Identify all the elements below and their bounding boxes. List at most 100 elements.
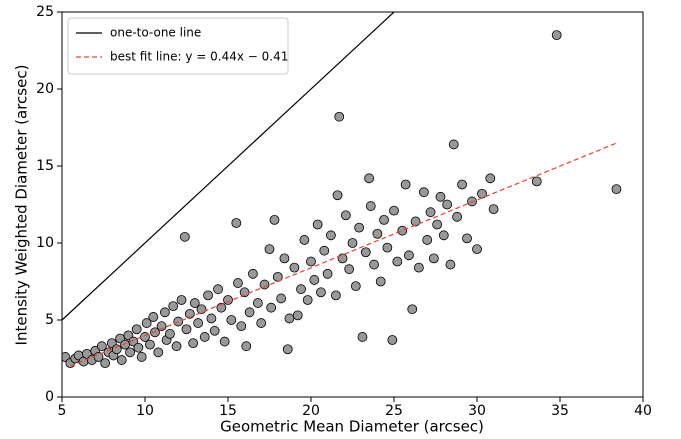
y-tick-label: 20 — [36, 81, 54, 97]
point — [306, 256, 316, 267]
point — [316, 287, 326, 298]
point — [364, 173, 375, 184]
point — [357, 332, 368, 342]
y-tick-label: 0 — [45, 389, 54, 405]
point — [219, 336, 230, 347]
point — [196, 304, 207, 315]
point — [199, 332, 210, 342]
point — [284, 313, 295, 324]
point — [269, 214, 280, 225]
point — [181, 324, 192, 335]
plot-frame — [61, 11, 644, 398]
x-tick-label: 25 — [385, 403, 403, 419]
legend-label: one-to-one line — [110, 26, 201, 40]
point — [244, 307, 255, 318]
point — [153, 347, 164, 358]
fit-line — [62, 12, 395, 321]
x-tick-label: 35 — [551, 403, 569, 419]
point — [407, 304, 418, 315]
point — [111, 344, 122, 355]
point — [189, 298, 200, 308]
point — [379, 214, 389, 225]
x-tick-label: 40 — [634, 403, 652, 419]
point — [350, 281, 361, 292]
point — [309, 275, 320, 285]
point — [413, 262, 424, 273]
point — [276, 293, 287, 304]
point — [259, 279, 270, 290]
legend-box — [67, 17, 289, 75]
point — [256, 318, 267, 328]
point — [397, 225, 408, 236]
point — [252, 298, 263, 308]
point — [206, 313, 217, 324]
x-tick-label: 30 — [468, 403, 486, 419]
point — [462, 233, 472, 244]
point — [422, 235, 433, 245]
x-tick-label: 10 — [136, 403, 154, 419]
point — [133, 342, 144, 353]
point — [176, 295, 187, 305]
point — [241, 341, 252, 352]
point — [432, 219, 443, 230]
point — [389, 205, 399, 216]
point — [282, 344, 293, 355]
point — [442, 199, 453, 210]
point — [360, 247, 371, 258]
point — [145, 339, 155, 350]
point — [551, 30, 562, 40]
point — [400, 179, 411, 190]
point — [354, 222, 365, 233]
y-axis-label: Intensity Weighted Diameter (arcsec) — [13, 65, 31, 346]
point — [326, 230, 336, 241]
y-tick-label: 25 — [36, 4, 54, 20]
point — [340, 210, 351, 221]
point — [150, 327, 160, 338]
point — [445, 259, 456, 270]
point — [372, 228, 383, 239]
point — [100, 358, 111, 369]
point — [365, 201, 376, 211]
point — [435, 191, 446, 202]
point — [312, 219, 323, 230]
point — [334, 111, 345, 122]
point — [452, 211, 462, 222]
point — [231, 218, 242, 228]
point — [136, 352, 147, 362]
fit-line — [70, 141, 619, 367]
point — [193, 318, 204, 328]
point — [332, 190, 343, 201]
point — [266, 302, 277, 313]
point — [164, 328, 175, 339]
point — [382, 242, 393, 253]
point — [171, 341, 182, 352]
x-tick-label: 5 — [58, 403, 67, 419]
point — [457, 179, 467, 190]
point — [233, 278, 243, 288]
point — [279, 253, 290, 264]
point — [392, 256, 403, 267]
x-tick-label: 15 — [219, 403, 237, 419]
point — [213, 284, 223, 295]
point — [188, 338, 199, 349]
x-tick-label: 20 — [302, 403, 320, 419]
y-tick-label: 15 — [36, 158, 54, 174]
point — [488, 204, 499, 215]
point — [410, 216, 421, 227]
point — [125, 347, 135, 358]
point — [223, 295, 233, 305]
point — [337, 253, 348, 264]
point — [299, 235, 310, 245]
point — [438, 230, 449, 241]
y-tick-label: 10 — [36, 235, 54, 251]
point — [160, 307, 170, 318]
point — [296, 284, 306, 295]
point — [289, 262, 300, 273]
y-tick-label: 5 — [45, 312, 54, 328]
point — [344, 264, 355, 275]
point — [319, 245, 330, 256]
point — [120, 339, 130, 350]
point — [448, 139, 459, 150]
point — [179, 231, 190, 242]
